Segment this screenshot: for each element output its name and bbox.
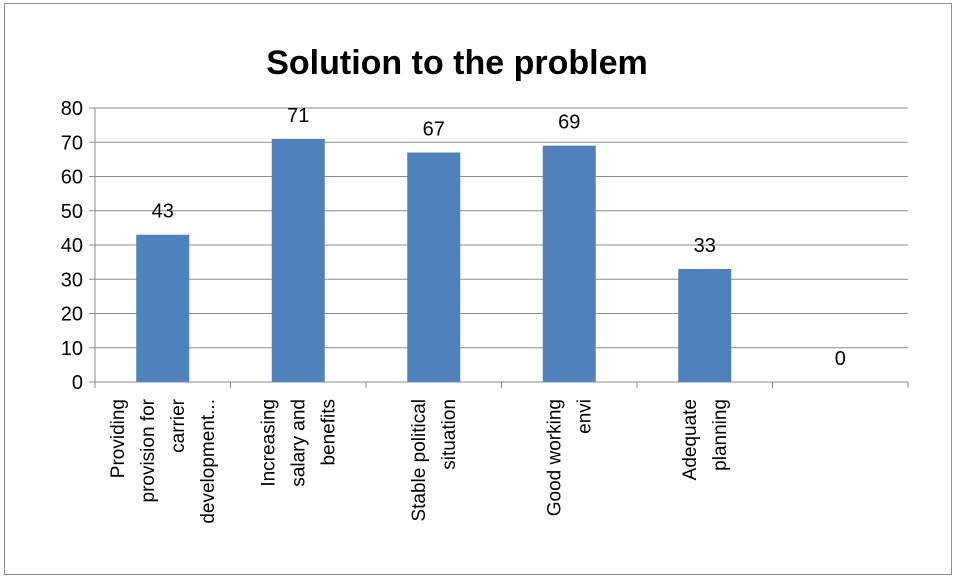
data-label: 33 xyxy=(694,235,716,257)
category-label: salary and xyxy=(288,399,309,487)
y-tick-label: 50 xyxy=(61,201,83,223)
bar-chart: Solution to the problem 0 10 20 30 40 50 60 70 8… xyxy=(61,44,909,524)
data-label: 69 xyxy=(558,112,580,134)
category-label: benefits xyxy=(318,399,339,466)
category-label: Providing xyxy=(108,399,129,478)
chart-frame: Solution to the problem 0 10 20 30 40 50 60 70 8… xyxy=(4,3,952,575)
y-tick-label: 40 xyxy=(61,235,83,257)
bar xyxy=(678,268,732,382)
y-tick-label: 20 xyxy=(61,304,83,326)
y-tick-label: 80 xyxy=(61,98,83,120)
y-tick-label: 70 xyxy=(61,132,83,154)
bar xyxy=(542,145,596,382)
category-labels: Providing provision for carrier development… xyxy=(108,398,731,523)
x-axis xyxy=(94,108,909,388)
gridlines xyxy=(95,107,908,383)
data-label: 71 xyxy=(287,105,309,127)
category-label: Stable political xyxy=(409,399,430,522)
y-tick-label: 10 xyxy=(61,338,83,360)
category-label: envi xyxy=(574,399,595,434)
y-tick-label: 30 xyxy=(61,269,83,291)
chart-title: Solution to the problem xyxy=(266,44,648,82)
category-label: situation xyxy=(439,399,460,470)
category-label: development... xyxy=(198,399,219,524)
category-label: Adequate xyxy=(680,399,701,480)
category-label: provision for xyxy=(138,398,159,502)
bar xyxy=(407,152,461,382)
y-tick-label: 0 xyxy=(72,372,83,394)
category-label: Good working xyxy=(544,399,565,516)
y-axis-ticks: 0 10 20 30 40 50 60 70 80 xyxy=(61,98,95,394)
y-tick-label: 60 xyxy=(61,167,83,189)
bar xyxy=(271,138,325,382)
data-label: 67 xyxy=(423,119,445,141)
category-label: Increasing xyxy=(258,399,279,487)
bar xyxy=(136,234,190,382)
bars xyxy=(136,138,732,382)
category-label: carrier xyxy=(168,398,189,453)
data-label: 43 xyxy=(152,201,174,223)
category-label: planning xyxy=(710,399,731,471)
data-label: 0 xyxy=(835,348,846,370)
data-labels: 43 71 67 69 33 0 xyxy=(152,105,846,370)
